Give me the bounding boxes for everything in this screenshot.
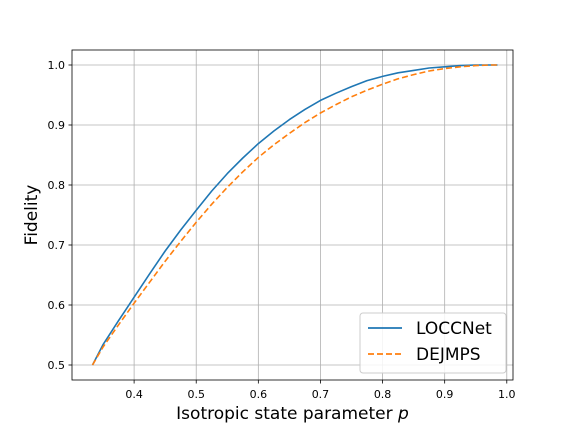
x-tick-label: 0.8 xyxy=(374,388,392,401)
y-tick-label: 0.5 xyxy=(48,359,66,372)
axis-ticks: 0.4 0.5 0.6 0.7 0.8 0.9 1.0 0.5 0.6 0.7 0.8 0.9 1.0 xyxy=(48,59,516,401)
y-tick-label: 0.7 xyxy=(48,239,66,252)
x-tick-label: 0.9 xyxy=(436,388,454,401)
x-tick-label: 0.7 xyxy=(312,388,330,401)
y-tick-label: 0.8 xyxy=(48,179,66,192)
x-tick-label: 1.0 xyxy=(498,388,516,401)
x-axis-label-text: Isotropic state parameter xyxy=(176,404,398,424)
y-tick-label: 0.9 xyxy=(48,119,66,132)
x-tick-label: 0.5 xyxy=(187,388,205,401)
legend: LOCCNet DEJMPS xyxy=(359,312,507,374)
legend-label-dejmps: DEJMPS xyxy=(416,345,481,365)
plot-series xyxy=(91,64,498,366)
x-tick-label: 0.4 xyxy=(125,388,143,401)
y-axis-label: Fidelity xyxy=(22,185,42,246)
y-tick-label: 0.6 xyxy=(48,299,66,312)
legend-label-loccnet: LOCCNet xyxy=(416,319,492,339)
series-line-dejmps xyxy=(91,64,498,366)
x-axis-label-variable: p xyxy=(397,404,409,424)
x-tick-label: 0.6 xyxy=(250,388,268,401)
y-tick-label: 1.0 xyxy=(48,59,66,72)
plot-frame xyxy=(71,49,514,381)
series-line-loccnet xyxy=(91,64,498,366)
x-axis-label: Isotropic state parameter p xyxy=(176,404,409,424)
grid xyxy=(72,50,513,380)
